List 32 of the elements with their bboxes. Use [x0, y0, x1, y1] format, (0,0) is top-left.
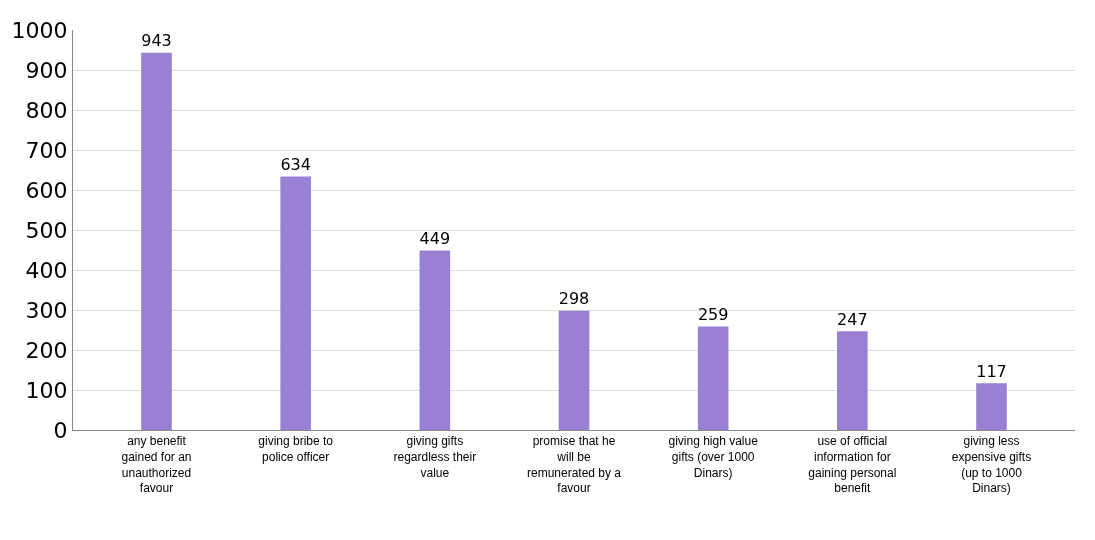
bar: [976, 383, 1007, 430]
bar: [419, 250, 451, 430]
bar: [697, 326, 729, 430]
x-tick-label: promise that he will be remunerated by a favour: [526, 434, 622, 496]
x-tick-label: use of official information for gaining personal benefit: [808, 434, 897, 496]
x-tick-label: any benefit gained for an unauthorized favour: [121, 434, 192, 496]
data-label: 298: [558, 289, 590, 309]
bar: [141, 52, 172, 430]
y-tick-label: 200: [25, 337, 68, 363]
data-label: 259: [697, 304, 729, 324]
data-label: 449: [419, 228, 451, 248]
x-tick-label: giving gifts regardless their value: [393, 434, 477, 480]
y-tick-label: 500: [25, 217, 68, 243]
y-tick-label: 0: [53, 417, 68, 443]
y-tick-label: 600: [25, 177, 68, 203]
x-tick-label: giving high value gifts (over 1000 Dinars): [668, 434, 759, 480]
y-tick-label: 800: [25, 97, 68, 123]
data-label: 634: [280, 154, 311, 174]
y-tick-label: 900: [25, 57, 68, 83]
y-tick-label: 1000: [11, 17, 68, 43]
bar: [280, 176, 311, 430]
bar: [837, 331, 868, 430]
y-tick-label: 700: [25, 137, 68, 163]
x-tick-label: giving bribe to police officer: [258, 434, 334, 464]
data-label: 943: [141, 31, 172, 51]
y-tick-label: 400: [25, 257, 68, 283]
y-tick-label: 300: [25, 297, 68, 323]
data-label: 247: [837, 309, 868, 329]
bar: [558, 310, 590, 430]
y-tick-label: 100: [25, 377, 68, 403]
x-tick-label: giving less expensive gifts (up to 1000 Dinars): [951, 434, 1032, 496]
data-label: 117: [976, 361, 1007, 381]
